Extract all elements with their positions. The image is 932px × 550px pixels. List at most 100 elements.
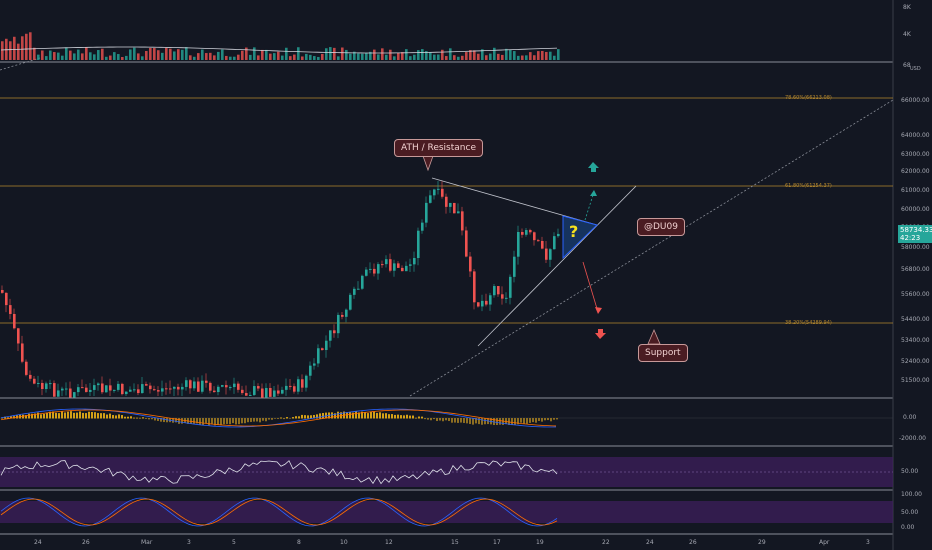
- candle[interactable]: [505, 297, 508, 299]
- volume-bar[interactable]: [73, 53, 76, 60]
- volume-bar[interactable]: [185, 47, 188, 60]
- volume-bar[interactable]: [141, 56, 144, 60]
- candle[interactable]: [445, 196, 448, 207]
- volume-bar[interactable]: [405, 49, 408, 60]
- candle[interactable]: [73, 392, 76, 398]
- volume-bar[interactable]: [493, 47, 496, 60]
- volume-bar[interactable]: [369, 51, 372, 60]
- candle[interactable]: [109, 385, 112, 391]
- candle[interactable]: [313, 363, 316, 366]
- volume-bar[interactable]: [245, 47, 248, 60]
- support-callout[interactable]: Support: [638, 344, 688, 362]
- candle[interactable]: [281, 389, 284, 394]
- volume-bar[interactable]: [489, 53, 492, 60]
- volume-bar[interactable]: [401, 52, 404, 60]
- candle[interactable]: [273, 390, 276, 397]
- candle[interactable]: [133, 389, 136, 391]
- volume-bar[interactable]: [61, 55, 64, 60]
- volume-bar[interactable]: [261, 49, 264, 60]
- candle[interactable]: [5, 292, 8, 306]
- candle[interactable]: [357, 288, 360, 290]
- volume-bar[interactable]: [33, 47, 36, 60]
- volume-bar[interactable]: [169, 48, 172, 60]
- volume-bar[interactable]: [65, 47, 68, 60]
- candle[interactable]: [77, 387, 80, 393]
- volume-bar[interactable]: [229, 56, 232, 60]
- candle[interactable]: [333, 330, 336, 334]
- candle[interactable]: [421, 222, 424, 231]
- candle[interactable]: [269, 387, 272, 397]
- candle[interactable]: [129, 389, 132, 392]
- author-callout[interactable]: @DU09: [637, 218, 685, 236]
- candle[interactable]: [517, 232, 520, 257]
- volume-bar[interactable]: [525, 55, 528, 60]
- candle[interactable]: [533, 232, 536, 241]
- volume-bar[interactable]: [393, 56, 396, 60]
- volume-bar[interactable]: [501, 54, 504, 60]
- volume-bar[interactable]: [349, 53, 352, 60]
- candle[interactable]: [9, 305, 12, 314]
- volume-bar[interactable]: [317, 56, 320, 60]
- candle[interactable]: [237, 383, 240, 390]
- volume-bar[interactable]: [357, 53, 360, 60]
- candle[interactable]: [377, 264, 380, 274]
- candle[interactable]: [209, 382, 212, 391]
- volume-bar[interactable]: [201, 49, 204, 60]
- volume-bar[interactable]: [133, 47, 136, 60]
- volume-bar[interactable]: [21, 36, 24, 60]
- volume-bar[interactable]: [249, 54, 252, 60]
- candle[interactable]: [301, 379, 304, 388]
- candle[interactable]: [389, 259, 392, 271]
- candle[interactable]: [69, 388, 72, 398]
- candle[interactable]: [253, 386, 256, 395]
- candle[interactable]: [393, 263, 396, 271]
- volume-bar[interactable]: [529, 52, 532, 60]
- candle[interactable]: [461, 211, 464, 231]
- candle[interactable]: [61, 388, 64, 391]
- volume-bar[interactable]: [417, 50, 420, 60]
- candle[interactable]: [317, 348, 320, 364]
- volume-bar[interactable]: [225, 55, 228, 60]
- candle[interactable]: [121, 383, 124, 395]
- volume-bar[interactable]: [137, 53, 140, 60]
- volume-bar[interactable]: [545, 51, 548, 60]
- volume-bar[interactable]: [505, 48, 508, 60]
- candle[interactable]: [289, 385, 292, 387]
- volume-bar[interactable]: [29, 32, 32, 60]
- volume-bar[interactable]: [441, 49, 444, 60]
- candle[interactable]: [53, 383, 56, 397]
- volume-bar[interactable]: [181, 49, 184, 60]
- candle[interactable]: [205, 380, 208, 383]
- candle[interactable]: [157, 390, 160, 392]
- volume-bar[interactable]: [389, 49, 392, 60]
- candle[interactable]: [341, 314, 344, 317]
- volume-bar[interactable]: [469, 50, 472, 60]
- volume-bar[interactable]: [173, 51, 176, 60]
- candle[interactable]: [473, 271, 476, 303]
- candle[interactable]: [433, 189, 436, 196]
- volume-bar[interactable]: [321, 53, 324, 60]
- volume-bar[interactable]: [473, 50, 476, 60]
- candle[interactable]: [201, 380, 204, 392]
- volume-bar[interactable]: [445, 56, 448, 60]
- volume-bar[interactable]: [381, 48, 384, 60]
- candle[interactable]: [553, 236, 556, 250]
- candle[interactable]: [105, 385, 108, 393]
- candle[interactable]: [525, 230, 528, 235]
- candle[interactable]: [277, 390, 280, 394]
- candle[interactable]: [453, 202, 456, 214]
- candle[interactable]: [537, 240, 540, 242]
- volume-bar[interactable]: [289, 56, 292, 60]
- volume-bar[interactable]: [413, 54, 416, 60]
- volume-bar[interactable]: [257, 55, 260, 60]
- volume-bar[interactable]: [217, 51, 220, 60]
- volume-bar[interactable]: [113, 52, 116, 60]
- candle[interactable]: [125, 391, 128, 395]
- candle[interactable]: [245, 393, 248, 396]
- candle[interactable]: [369, 268, 372, 270]
- volume-bar[interactable]: [157, 50, 160, 60]
- candle[interactable]: [181, 386, 184, 390]
- volume-bar[interactable]: [361, 53, 364, 60]
- volume-bar[interactable]: [377, 54, 380, 60]
